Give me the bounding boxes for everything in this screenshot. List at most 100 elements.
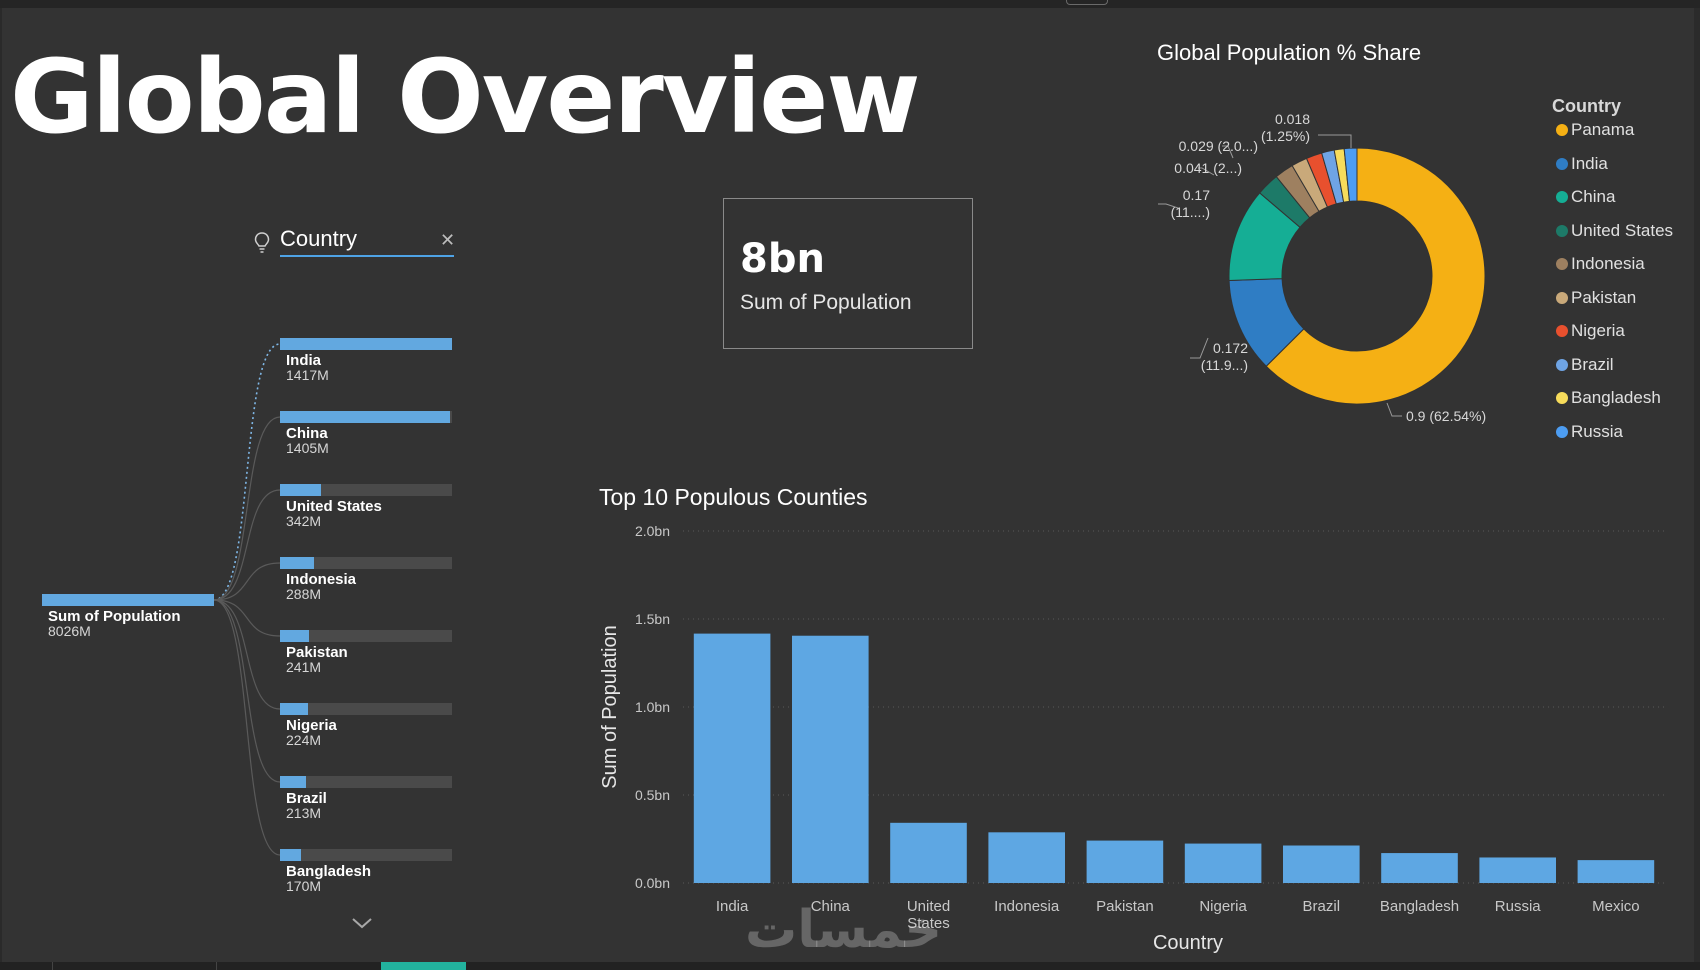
bar[interactable] xyxy=(1479,857,1556,883)
donut-legend: Country Panama India China United States Ind… xyxy=(1552,96,1692,455)
x-tick-label: Bangladesh xyxy=(1380,898,1459,915)
x-tick-label: Nigeria xyxy=(1199,898,1247,915)
node-name: Pakistan xyxy=(286,644,348,661)
y-axis-label: Sum of Population xyxy=(599,625,621,788)
bar[interactable] xyxy=(988,832,1065,883)
tree-node-india[interactable]: India 1417M xyxy=(280,338,452,383)
kpi-value: 8bn xyxy=(740,236,825,282)
donut-slice[interactable] xyxy=(1343,147,1358,202)
legend-dot xyxy=(1556,157,1568,170)
node-value: 288M xyxy=(286,586,322,602)
legend-dot xyxy=(1556,291,1568,304)
legend-label: Bangladesh xyxy=(1571,388,1661,407)
legend-dot xyxy=(1556,258,1568,270)
legend-item[interactable]: Russia xyxy=(1552,422,1692,456)
bar[interactable] xyxy=(1577,860,1655,883)
node-value: 170M xyxy=(286,878,322,894)
tree-node-indonesia[interactable]: Indonesia 288M xyxy=(280,557,452,602)
decomposition-field-label: Country xyxy=(280,226,358,251)
node-bar xyxy=(280,411,452,423)
tree-link xyxy=(213,562,281,601)
decomposition-header[interactable]: Country ✕ xyxy=(254,222,456,257)
decomposition-tree: Country ✕ Sum of Population 8026M India … xyxy=(0,200,560,940)
node-name: India xyxy=(286,352,322,369)
donut-slice[interactable] xyxy=(1265,147,1486,405)
tree-node-bangladesh[interactable]: Bangladesh 170M xyxy=(280,849,452,894)
bar[interactable] xyxy=(1283,845,1360,883)
tree-node-nigeria[interactable]: Nigeria 224M xyxy=(280,703,452,748)
bar[interactable] xyxy=(1184,843,1262,883)
legend-label: Panama xyxy=(1571,120,1635,139)
node-bar-fill xyxy=(280,411,451,423)
lightbulb-icon xyxy=(254,232,270,253)
bar[interactable] xyxy=(693,633,771,883)
legend-item[interactable]: India xyxy=(1552,154,1692,188)
node-bar-fill xyxy=(280,703,308,715)
page-tab[interactable] xyxy=(216,962,380,970)
node-name: China xyxy=(286,425,328,442)
page-tab-active[interactable] xyxy=(381,962,466,970)
x-tick-label: Pakistan xyxy=(1096,898,1154,915)
donut-data-label: 0.029 (2.0...) xyxy=(1179,138,1258,154)
legend-dot xyxy=(1556,325,1568,337)
node-bar-fill xyxy=(280,776,306,788)
legend-item[interactable]: Indonesia xyxy=(1552,254,1692,288)
donut-data-label: 0.9 (62.54%) xyxy=(1406,408,1486,424)
legend-label: Indonesia xyxy=(1571,254,1645,273)
canvas-edge-right xyxy=(1694,8,1700,963)
tree-node-pakistan[interactable]: Pakistan 241M xyxy=(280,630,452,675)
page-tab[interactable] xyxy=(52,962,216,970)
tree-link xyxy=(213,489,281,601)
focus-handle[interactable] xyxy=(1066,0,1108,5)
tree-link xyxy=(213,599,281,856)
tree-node-china[interactable]: China 1405M xyxy=(280,411,452,456)
tree-links xyxy=(213,343,281,856)
x-tick-label: Russia xyxy=(1495,898,1542,915)
legend-item[interactable]: China xyxy=(1552,187,1692,221)
node-bar xyxy=(280,630,452,642)
donut-data-label: 0.17 (11....) xyxy=(1171,187,1211,220)
node-name: Indonesia xyxy=(286,571,357,588)
donut-data-label: 0.041 (2...) xyxy=(1174,160,1242,176)
node-bar-fill xyxy=(280,630,310,642)
y-tick-label: 0.0bn xyxy=(635,875,670,891)
kpi-card[interactable]: 8bn Sum of Population xyxy=(723,198,973,349)
legend-dot xyxy=(1556,425,1568,438)
x-tick-label: Indonesia xyxy=(994,898,1060,915)
tree-link xyxy=(213,599,281,710)
legend-item[interactable]: United States xyxy=(1552,221,1692,255)
legend-label: United States xyxy=(1571,220,1674,240)
node-bar-fill xyxy=(42,594,214,606)
bar[interactable] xyxy=(1381,853,1458,883)
node-bar-fill xyxy=(280,557,315,569)
bar-chart[interactable]: 0.0bn 0.5bn 1.0bn 1.5bn 2.0bn India China Unite… xyxy=(590,510,1670,962)
bar[interactable] xyxy=(890,822,967,883)
legend-item[interactable]: Bangladesh xyxy=(1552,388,1692,422)
tree-root-node[interactable]: Sum of Population 8026M xyxy=(42,594,214,639)
tree-node-united-states[interactable]: United States 342M xyxy=(280,484,452,529)
node-name: Sum of Population xyxy=(48,608,181,625)
chevron-down-icon[interactable] xyxy=(350,916,374,930)
legend-item[interactable]: Pakistan xyxy=(1552,288,1692,322)
node-value: 1405M xyxy=(286,440,329,456)
donut-chart[interactable]: 0.9 (62.54%) 0.172 (11.9...) 0.17 (11....) 0.… xyxy=(1140,100,1550,430)
node-bar xyxy=(280,338,452,350)
legend-dot xyxy=(1556,124,1568,136)
node-value: 213M xyxy=(286,805,322,821)
y-tick-label: 2.0bn xyxy=(635,523,670,539)
bar[interactable] xyxy=(1086,840,1164,883)
legend-item[interactable]: Panama xyxy=(1552,120,1692,154)
close-icon[interactable]: ✕ xyxy=(440,230,456,250)
donut-leader-line xyxy=(1198,167,1215,176)
legend-item[interactable]: Brazil xyxy=(1552,355,1692,389)
x-tick-label: United States xyxy=(907,898,950,932)
tree-node-brazil[interactable]: Brazil 213M xyxy=(280,776,452,821)
legend-label: Pakistan xyxy=(1571,287,1637,307)
legend-title: Country xyxy=(1552,96,1621,116)
donut-leader-line xyxy=(1318,134,1352,148)
watermark: خمسات xyxy=(745,900,943,960)
bar[interactable] xyxy=(792,635,869,883)
legend-item[interactable]: Nigeria xyxy=(1552,321,1692,355)
legend-label: Brazil xyxy=(1571,354,1614,374)
donut-data-label: 0.172 (11.9...) xyxy=(1201,340,1248,373)
